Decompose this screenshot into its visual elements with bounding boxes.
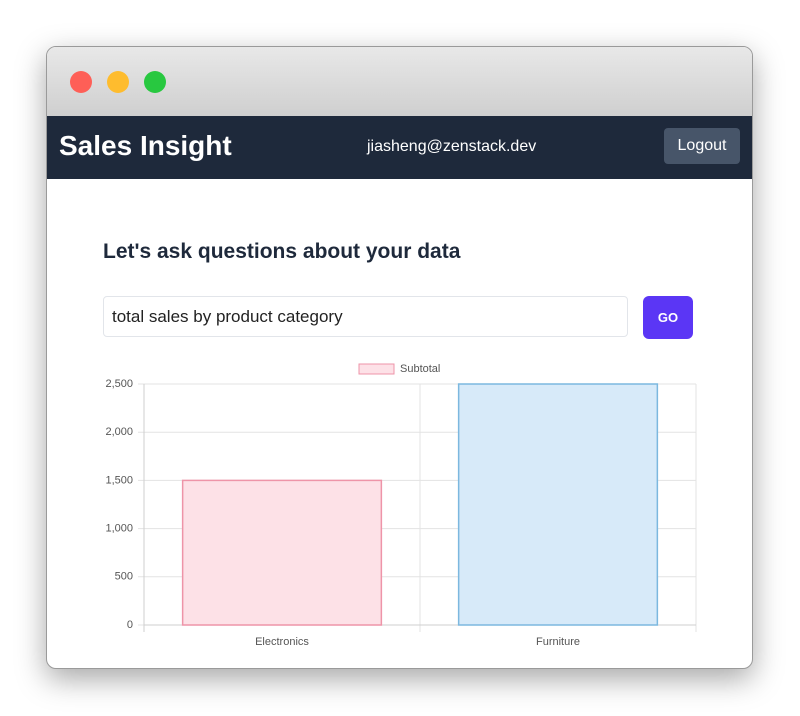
zoom-button[interactable] [144, 71, 166, 93]
y-tick-label: 2,500 [105, 378, 133, 390]
user-email: jiasheng@zenstack.dev [367, 138, 537, 155]
x-tick-label: Furniture [536, 636, 580, 648]
window: Sales Insight jiasheng@zenstack.dev Logo… [46, 46, 753, 669]
bar [457, 383, 659, 626]
y-tick-label: 1,500 [105, 474, 133, 486]
brand[interactable]: Sales Insight [59, 130, 232, 161]
bar [181, 479, 383, 626]
y-tick-label: 0 [127, 619, 133, 631]
query-input[interactable]: total sales by product category [103, 296, 628, 337]
navbar: Sales Insight jiasheng@zenstack.dev Logo… [47, 116, 752, 179]
heading: Let's ask questions about your data [103, 240, 461, 263]
y-tick-label: 500 [115, 571, 133, 583]
chart: 0 500 1,000 1,500 2,000 2,500 Subtotal Electron… [105, 363, 697, 648]
logout-button[interactable]: Logout [664, 128, 740, 164]
minimize-button[interactable] [107, 71, 129, 93]
y-tick-label: 2,000 [105, 426, 133, 438]
legend-swatch [358, 363, 395, 375]
y-tick-label: 1,000 [105, 523, 133, 535]
close-button[interactable] [70, 71, 92, 93]
title-bar [47, 47, 752, 117]
x-tick-label: Electronics [255, 636, 309, 648]
go-button[interactable]: GO [643, 296, 693, 339]
legend-label: Subtotal [400, 363, 440, 375]
